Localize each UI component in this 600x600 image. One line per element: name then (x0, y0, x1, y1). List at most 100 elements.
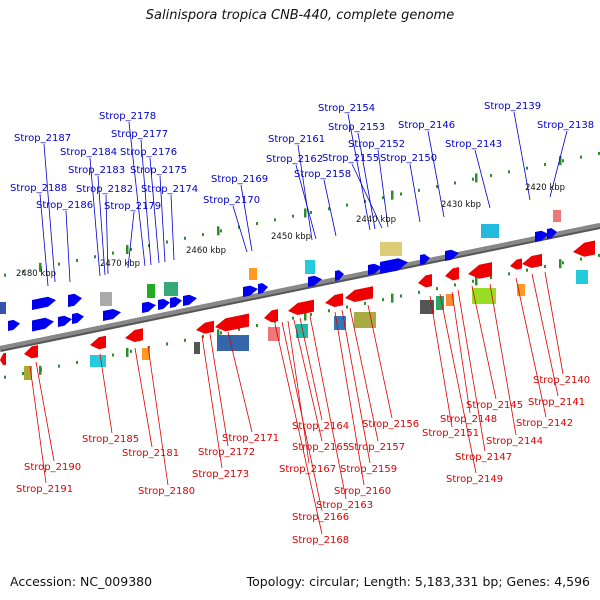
forward-gene-label: Strop_2176 (120, 147, 177, 158)
major-tick (39, 262, 42, 272)
forward-gene-label: Strop_2182 (76, 184, 133, 195)
gene-features (0, 210, 595, 380)
tick-lower (112, 353, 114, 357)
gene-box (380, 242, 402, 256)
reverse-gene-arrow (125, 328, 143, 343)
gene-box (164, 282, 178, 296)
gene-box (334, 316, 346, 330)
tick-upper (184, 236, 186, 240)
gene-box (24, 366, 32, 380)
leader-line (334, 311, 365, 486)
major-tick (559, 156, 562, 166)
major-tick (304, 311, 307, 321)
reverse-gene-label: Strop_2144 (486, 436, 543, 447)
tick-lower (580, 257, 582, 261)
forward-gene-label: Strop_2178 (99, 111, 156, 122)
gene-box (553, 210, 561, 222)
gene-box (472, 288, 496, 304)
forward-gene-arrow (72, 312, 84, 324)
reverse-gene-label: Strop_2140 (533, 375, 590, 386)
scale-label: 2460 kbp (186, 246, 226, 256)
leader-line (367, 304, 393, 419)
forward-gene-label: Strop_2169 (211, 174, 268, 185)
leader-line (357, 132, 376, 230)
forward-gene-arrow (380, 258, 408, 274)
forward-gene-label: Strop_2187 (14, 133, 71, 144)
gene-box (217, 335, 249, 351)
map-title: Salinispora tropica CNB-440, complete ge… (145, 8, 455, 23)
leader-line (147, 345, 169, 486)
forward-gene-label: Strop_2183 (68, 165, 125, 176)
forward-gene-label: Strop_2184 (60, 147, 117, 158)
reverse-gene-label: Strop_2181 (122, 448, 179, 459)
leader-line (295, 164, 317, 240)
reverse-gene-label: Strop_2190 (24, 462, 81, 473)
reverse-gene-label: Strop_2163 (316, 500, 373, 511)
leader-line (287, 320, 310, 464)
tick-lower (292, 316, 294, 320)
gene-box (100, 292, 112, 306)
leader-line (209, 333, 229, 447)
leader-line (457, 289, 486, 452)
major-tick (304, 208, 307, 218)
leader-line (293, 319, 323, 442)
leader-line (128, 121, 146, 267)
leader-line (274, 323, 323, 535)
tick-lower (22, 371, 24, 375)
tick-upper (328, 207, 330, 211)
major-tick (475, 276, 478, 286)
leader-line (99, 353, 113, 434)
reverse-gene-label: Strop_2180 (138, 486, 195, 497)
reverse-gene-label: Strop_2142 (516, 418, 573, 429)
reverse-gene-label: Strop_2141 (528, 397, 585, 408)
forward-gene-label: Strop_2174 (141, 184, 198, 195)
tick-upper (94, 255, 96, 259)
accession-label: Accession: NC_009380 (10, 574, 153, 589)
reverse-gene-label: Strop_2145 (466, 400, 523, 411)
forward-gene-arrow (170, 296, 182, 308)
tick-upper (58, 262, 60, 266)
tick-upper (4, 273, 6, 277)
tick-lower (454, 283, 456, 287)
tick-lower (238, 327, 240, 331)
leader-line (299, 317, 323, 421)
leader-line (134, 347, 153, 448)
backbone (0, 223, 600, 352)
tick-lower (364, 301, 366, 305)
leader-line (451, 291, 471, 414)
genome-summary: Topology: circular; Length: 5,183,331 bp… (246, 574, 590, 589)
leader-line (149, 157, 160, 264)
gene-box (481, 224, 499, 238)
leader-line (429, 295, 453, 428)
reverse-gene-label: Strop_2157 (348, 442, 405, 453)
reverse-gene-arrow (468, 262, 492, 279)
tick-upper (418, 188, 420, 192)
tick-upper (526, 166, 528, 170)
tick-upper (400, 192, 402, 196)
tick-lower (526, 268, 528, 272)
forward-gene-arrow (68, 293, 82, 307)
leader-line (347, 113, 371, 231)
reverse-gene-label: Strop_2185 (82, 434, 139, 445)
reverse-gene-label: Strop_2171 (222, 433, 279, 444)
reverse-gene-label: Strop_2164 (292, 421, 349, 432)
major-tick (39, 365, 42, 375)
reverse-gene-label: Strop_2172 (198, 447, 255, 458)
forward-gene-label: Strop_2150 (380, 153, 437, 164)
forward-gene-arrow (183, 294, 197, 306)
forward-gene-label: Strop_2177 (111, 129, 168, 140)
tick-lower (562, 261, 564, 265)
tick-lower (310, 312, 312, 316)
forward-gene-arrow (142, 301, 156, 313)
reverse-gene-label: Strop_2156 (362, 419, 419, 430)
tick-upper (148, 244, 150, 248)
tick-lower (472, 279, 474, 283)
reverse-gene-label: Strop_2173 (192, 469, 249, 480)
leader-line (297, 144, 313, 241)
forward-gene-label: Strop_2186 (36, 200, 93, 211)
leader-line (201, 335, 223, 469)
scale-label: 2430 kbp (441, 200, 481, 210)
leader-line (140, 139, 152, 266)
tick-lower (418, 290, 420, 294)
